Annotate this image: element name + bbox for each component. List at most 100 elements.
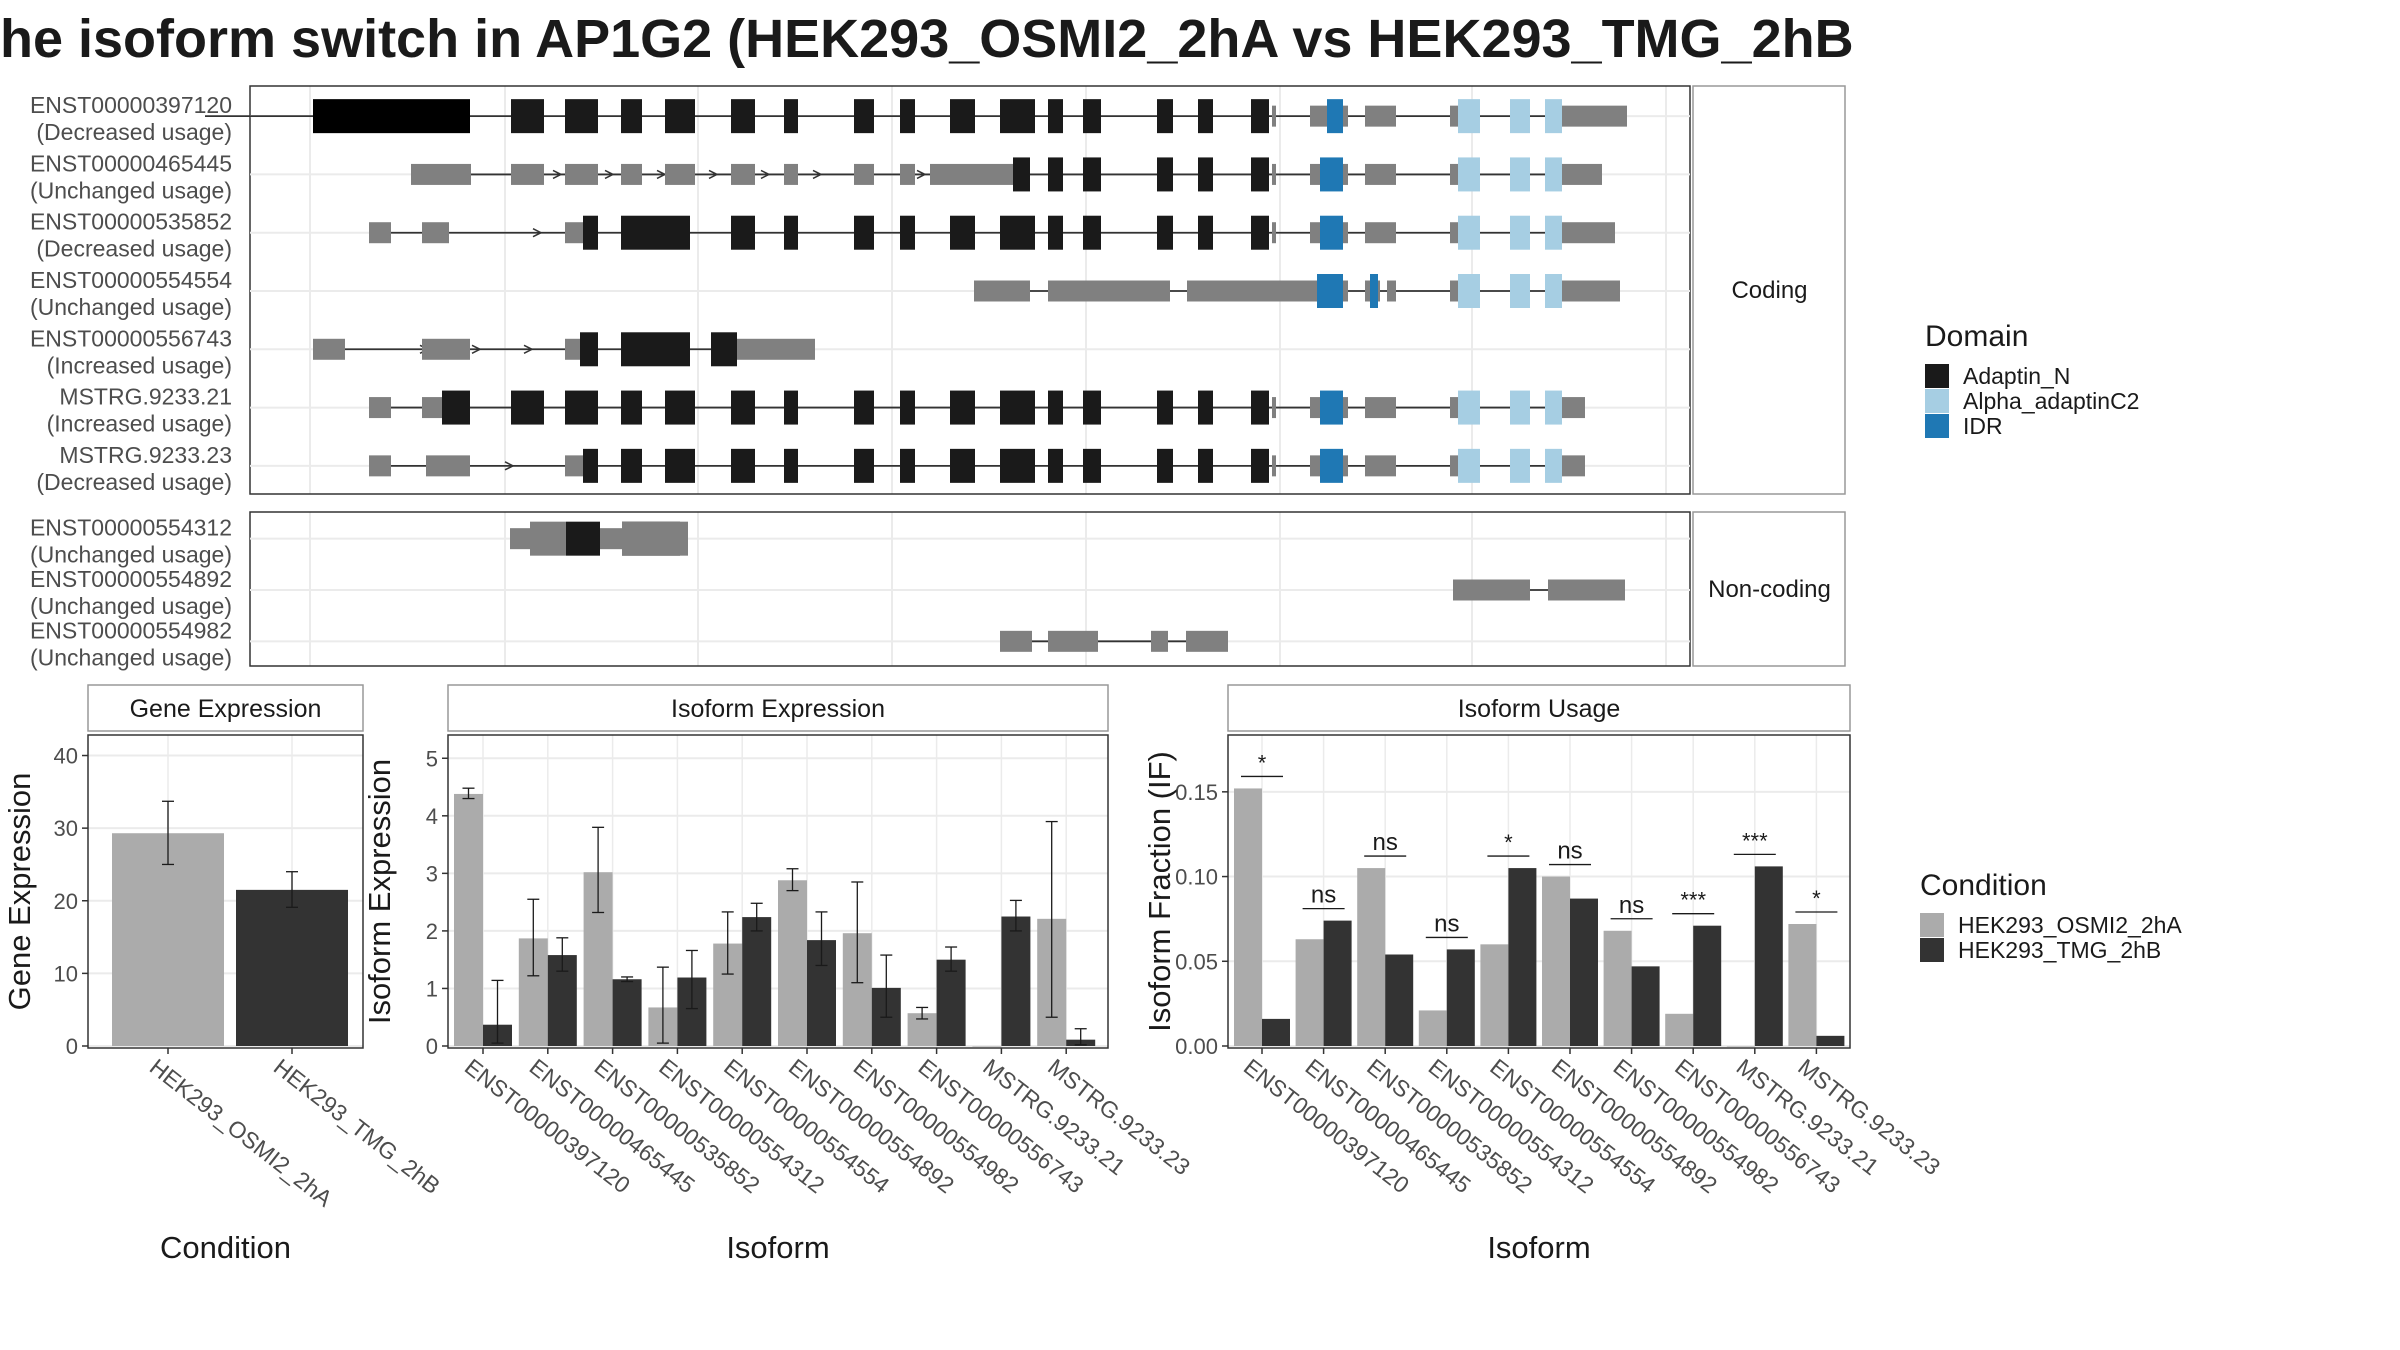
coding-exon <box>784 448 798 483</box>
bar <box>1295 939 1324 1046</box>
coding-exon <box>711 332 737 367</box>
coding-exon <box>1083 157 1101 192</box>
utr-exon <box>731 163 755 185</box>
coding-exon <box>1545 215 1562 250</box>
y-tick-label: 5 <box>426 746 438 771</box>
utr-exon <box>1450 163 1458 185</box>
utr-exon <box>1272 455 1276 477</box>
transcript-model-ENST00000535852 <box>369 215 1615 250</box>
transcript-id: ENST00000556743 <box>30 325 232 351</box>
bar <box>1570 898 1598 1046</box>
transcript-id: ENST00000535852 <box>30 209 232 235</box>
coding-exon <box>1510 274 1530 308</box>
coding-exon <box>1458 274 1480 308</box>
utr-exon <box>1343 163 1348 185</box>
coding-exon <box>1458 390 1480 425</box>
utr-exon <box>600 528 622 550</box>
utr-exon <box>565 338 580 360</box>
transcript-usage: (Unchanged usage) <box>30 177 232 203</box>
coding-exon <box>1545 274 1562 308</box>
coding-exon <box>950 390 975 425</box>
utr-exon <box>1378 280 1380 302</box>
utr-exon <box>1310 222 1320 244</box>
coding-exon <box>1510 157 1530 192</box>
coding-exon <box>1458 448 1480 483</box>
chart-title-strip <box>87 684 364 732</box>
utr-exon <box>737 338 740 360</box>
transcript-model-ENST00000554892 <box>1453 579 1625 601</box>
bar <box>112 833 224 1046</box>
utr-exon <box>369 222 391 244</box>
coding-exon <box>565 390 598 425</box>
utr-exon <box>436 397 442 419</box>
chart-border <box>1227 734 1851 1049</box>
bar <box>1385 954 1414 1046</box>
utr-exon <box>1272 222 1276 244</box>
significance-label: * <box>1258 750 1267 775</box>
coding-exon <box>900 215 915 250</box>
coding-exon <box>665 448 695 483</box>
coding-exon <box>1157 157 1173 192</box>
coding-exon <box>1083 215 1101 250</box>
strand-arrow <box>552 169 563 180</box>
bar <box>1816 1035 1845 1046</box>
significance-label: * <box>1504 830 1513 855</box>
chart-title-strip <box>1227 684 1851 732</box>
coding-exon <box>1510 215 1530 250</box>
coding-exon <box>621 390 642 425</box>
y-tick-label: 2 <box>426 919 438 944</box>
transcript-usage: (Decreased usage) <box>36 236 232 262</box>
chart-title-strip <box>447 684 1109 732</box>
coding-exon <box>1198 99 1213 134</box>
significance-label: ns <box>1311 882 1336 909</box>
bar <box>454 793 483 1046</box>
y-tick-label: 3 <box>426 861 438 886</box>
utr-exon <box>1450 222 1458 244</box>
y-tick-label: 0.10 <box>1175 865 1218 890</box>
coding-exon <box>665 99 695 134</box>
coding-exon <box>1545 99 1562 134</box>
coding-exon <box>1000 215 1035 250</box>
chart-2: Isoform Expression012345ENST00000397120E… <box>362 684 1195 1265</box>
bar <box>1234 788 1262 1046</box>
utr-exon <box>1048 630 1098 652</box>
coding-exon <box>1198 390 1213 425</box>
coding-exon <box>565 99 598 134</box>
transcript-model-ENST00000397120 <box>205 99 1627 134</box>
utr-exon <box>369 397 391 419</box>
utr-exon <box>1562 280 1568 302</box>
bar <box>1788 924 1817 1046</box>
utr-exon <box>1548 579 1625 601</box>
utr-exon <box>565 222 583 244</box>
domain-legend-swatch <box>1925 389 1949 413</box>
coding-exon <box>854 390 874 425</box>
transcript-id: ENST00000554554 <box>30 267 232 293</box>
utr-exon <box>1186 630 1228 652</box>
utr-exon <box>1450 280 1458 302</box>
chart-3: Isoform Usage0.000.050.100.15ENST0000039… <box>1142 684 1945 1265</box>
utr-exon <box>1343 280 1348 302</box>
transcript-usage: (Unchanged usage) <box>30 593 232 619</box>
coding-exon <box>442 390 470 425</box>
utr-exon <box>511 163 544 185</box>
transcript-model-ENST00000556743 <box>313 332 815 367</box>
transcript-id: MSTRG.9233.23 <box>59 442 232 468</box>
utr-exon <box>665 163 695 185</box>
coding-exon <box>784 390 798 425</box>
utr-exon <box>1365 455 1396 477</box>
y-axis-label: Isoform Fraction (IF) <box>1142 751 1177 1032</box>
coding-exon <box>1458 99 1480 134</box>
utr-exon <box>740 338 815 360</box>
chart-title: Isoform Usage <box>1458 695 1621 723</box>
coding-exon <box>511 99 544 134</box>
transcript-usage: (Unchanged usage) <box>30 294 232 320</box>
transcript-id: ENST00000554312 <box>30 515 232 541</box>
utr-exon <box>426 455 470 477</box>
coding-exon <box>900 99 915 134</box>
coding-exon <box>1510 390 1530 425</box>
condition-legend-label: HEK293_TMG_2hB <box>1958 937 2161 963</box>
